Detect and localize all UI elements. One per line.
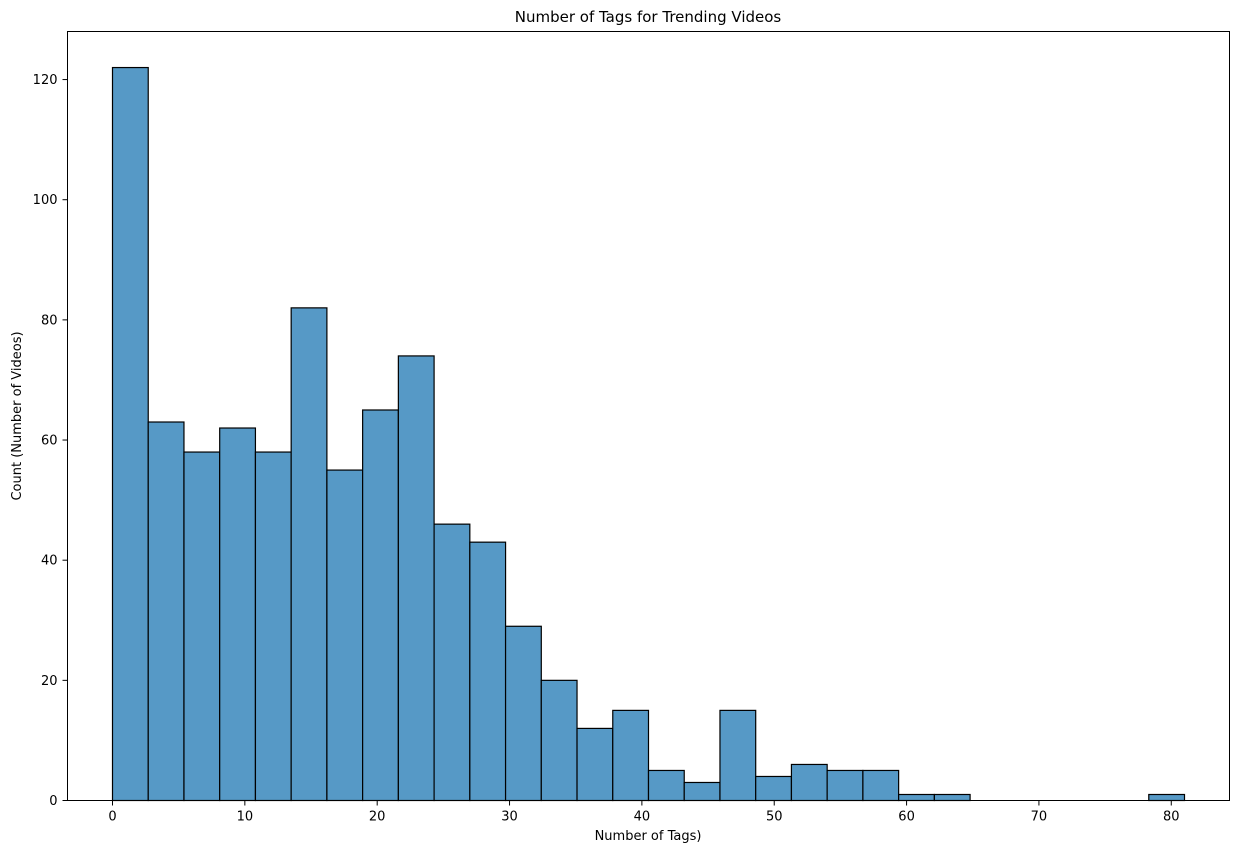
- histogram-bar: [612, 709, 650, 802]
- x-tick-label: 50: [766, 810, 783, 825]
- histogram-bar: [504, 625, 542, 802]
- histogram-bar: [898, 793, 935, 802]
- y-tick-label: 40: [41, 554, 58, 569]
- histogram-bar: [576, 727, 614, 802]
- histogram-bar: [647, 769, 685, 802]
- y-axis-label: Count (Number of Videos): [10, 331, 25, 500]
- x-tick-label: 10: [237, 810, 254, 825]
- y-tick-label: 60: [41, 434, 58, 449]
- y-tick-label: 100: [33, 193, 58, 208]
- histogram-bar: [933, 793, 971, 802]
- histogram-bar: [254, 451, 292, 802]
- y-tick-label: 20: [41, 674, 58, 689]
- histogram-bar: [469, 541, 507, 802]
- y-tick-label: 80: [41, 313, 58, 328]
- histogram-bar: [862, 769, 900, 802]
- plot-frame: [67, 31, 1230, 801]
- histogram-bar: [362, 409, 399, 802]
- histogram-bar: [290, 307, 328, 802]
- histogram-bar: [147, 421, 185, 802]
- x-tick-label: 70: [1031, 810, 1048, 825]
- histogram-bar: [540, 679, 578, 802]
- histogram-bar: [755, 775, 793, 802]
- y-tick-label: 0: [49, 794, 57, 809]
- x-tick-label: 0: [108, 810, 116, 825]
- x-tick-label: 60: [898, 810, 915, 825]
- histogram-bar: [1148, 793, 1186, 802]
- x-tick-label: 20: [369, 810, 386, 825]
- bars-group: [111, 66, 1186, 802]
- histogram-bar: [397, 355, 435, 802]
- histogram-bar: [719, 709, 757, 802]
- histogram-bar: [183, 451, 221, 802]
- histogram-bar: [326, 469, 364, 802]
- histogram-bar: [219, 427, 257, 802]
- chart-title: Number of Tags for Trending Videos: [515, 8, 782, 26]
- x-tick-label: 80: [1163, 810, 1180, 825]
- x-axis-label: Number of Tags): [595, 829, 702, 844]
- x-tick-label: 40: [634, 810, 651, 825]
- histogram-bar: [433, 523, 471, 802]
- y-axis-ticks: 0 20 40 60 80 100 120: [33, 73, 68, 809]
- y-tick-label: 120: [33, 73, 58, 88]
- histogram-bar: [683, 781, 721, 802]
- histogram-bar: [790, 763, 828, 802]
- histogram-bar: [826, 769, 864, 802]
- x-tick-label: 30: [501, 810, 518, 825]
- x-axis-ticks: 0 10 20 30 40 50 60 70 80: [108, 800, 1180, 825]
- histogram-bar: [111, 66, 149, 802]
